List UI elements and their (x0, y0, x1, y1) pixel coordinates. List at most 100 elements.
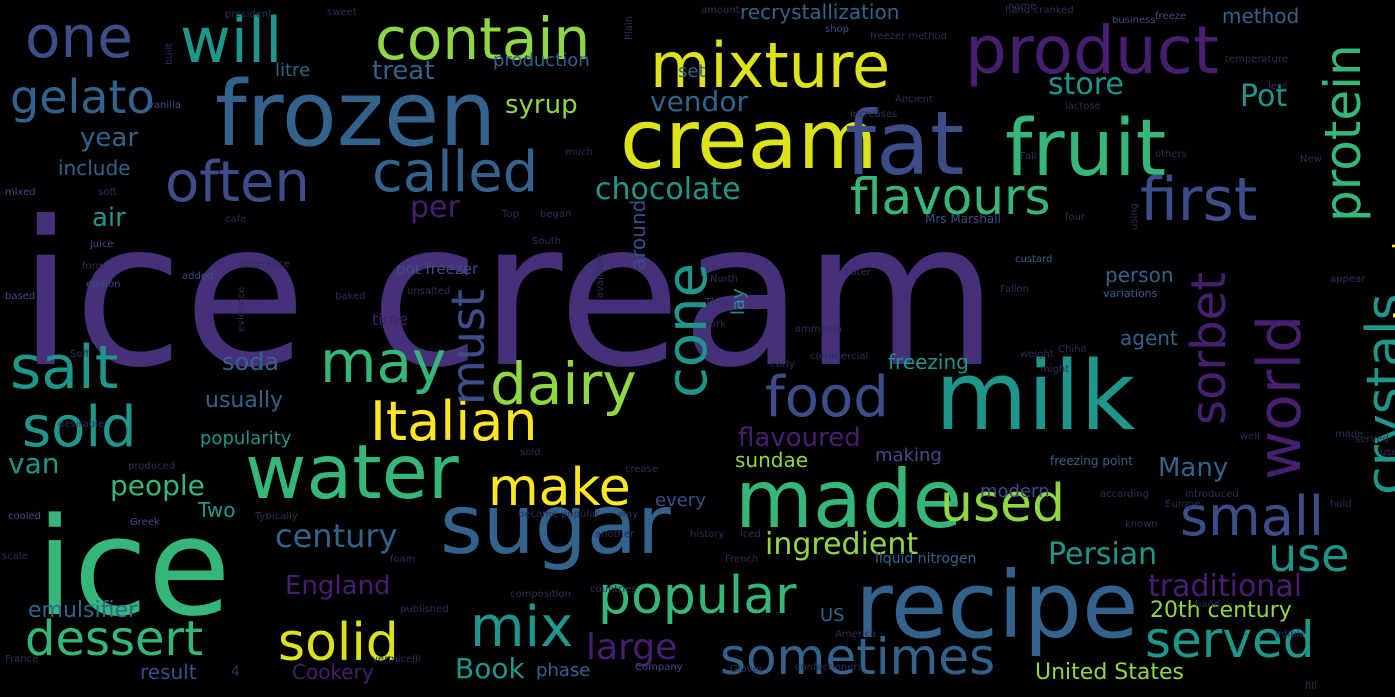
word-cafe: cafe (225, 214, 247, 225)
word-mix: mix (470, 595, 574, 660)
word-less: less (1268, 81, 1288, 92)
word-used: used (1380, 447, 1395, 458)
word-4: 4 (231, 664, 240, 680)
word-salt: salt (10, 333, 119, 403)
word-known: known (1125, 519, 1158, 530)
word-one: one (25, 3, 133, 71)
word-traditional: traditional (1148, 569, 1303, 604)
word-vendor: vendor (650, 85, 748, 118)
word-treat: treat (372, 56, 435, 86)
word-us: US (820, 605, 845, 626)
word-set: set (678, 61, 706, 82)
word-using: using (1129, 202, 1140, 230)
word-syrup: syrup (505, 90, 578, 120)
word-another: another (595, 529, 635, 540)
word-must: must (441, 289, 495, 405)
word-freezer-method: freezer method (870, 31, 948, 42)
word-water: water (245, 428, 459, 516)
word-cooled: cooled (8, 511, 42, 522)
word-typically: Typically (255, 511, 298, 522)
word-world: world (1245, 314, 1315, 480)
word-mixed: mixed (5, 187, 36, 198)
word-milk: milk (935, 342, 1136, 452)
word-popular: popular (598, 566, 797, 626)
word-person: person (1105, 263, 1174, 287)
word-mrs-marshall: Mrs Marshall (925, 212, 1001, 226)
word-much: much (565, 147, 593, 158)
word-united-states: United States (1035, 660, 1184, 685)
word-plain: Plain (624, 15, 635, 40)
word-based: based (5, 291, 36, 302)
word-two: Two (198, 498, 236, 522)
word-cookery: Cookery (292, 660, 374, 684)
word-litre: litre (275, 60, 311, 81)
word-foam: foam (390, 554, 416, 565)
word-persian: Persian (1048, 537, 1158, 572)
word-chocolate: chocolate (595, 172, 741, 207)
word-sugar: sugar (440, 478, 671, 573)
word-every: every (655, 490, 706, 511)
word-production: production (493, 50, 590, 71)
word-published: published (400, 604, 449, 615)
word-history: history (690, 529, 725, 540)
word-ice-cream: ice cream (18, 179, 999, 412)
word-flavours: flavours (850, 168, 1051, 226)
word-agent: agent (1120, 326, 1178, 350)
word-vanilla: vanilla (148, 100, 181, 111)
word-pot-freezer: pot freezer (396, 260, 479, 278)
word-sundae: sundae (735, 448, 809, 472)
word-freezing-point: freezing point (1050, 454, 1133, 468)
word-built: built (164, 42, 175, 65)
word-french: French (725, 554, 759, 565)
word-liquid-nitrogen: liquid nitrogen (875, 551, 977, 567)
word-phase: phase (536, 660, 591, 681)
word-amount: amount (701, 5, 740, 16)
word-well: well (1240, 431, 1260, 442)
word-century: century (275, 517, 398, 555)
word-protein: protein (1314, 44, 1372, 222)
word-many: Many (1158, 453, 1229, 483)
word-ingredient: ingredient (765, 527, 919, 562)
word-shop: shop (825, 24, 850, 35)
word-china: China (1058, 344, 1087, 355)
word-top: Top (502, 209, 519, 220)
word-cream: cream (620, 93, 878, 188)
word-made: made (735, 453, 962, 546)
word-called: called (372, 140, 539, 205)
word-name: name (1008, 1, 1037, 12)
word-will: will (180, 4, 283, 77)
word-popularity: popularity (200, 428, 292, 449)
word-emulsifier: emulsifier (28, 598, 138, 623)
word-produced: produced (128, 461, 176, 472)
word-president: president (225, 9, 273, 20)
word-fruit: fruit (1005, 104, 1167, 194)
word-make: make (488, 458, 631, 518)
word-soft: soft (98, 187, 117, 198)
word-york: York (705, 319, 726, 330)
word-freeze: freeze (1155, 11, 1187, 22)
word-edition: edition (86, 279, 121, 290)
word-store: store (1048, 67, 1124, 102)
word-used: used (940, 474, 1066, 534)
word-large: large (586, 627, 678, 668)
word-desirable: desirable (58, 419, 105, 430)
word-per: per (410, 190, 460, 225)
word-made: made (1335, 429, 1364, 440)
word-frozen: frozen (215, 62, 497, 167)
word-temperature: temperature (1225, 54, 1288, 65)
word-pot: Pot (1240, 79, 1288, 114)
word-food: food (765, 365, 889, 430)
word-often: often (165, 150, 310, 215)
word-unsalted: unsalted (407, 286, 451, 297)
word-hold: hold (1330, 499, 1352, 510)
word-sold: sold (520, 447, 541, 458)
word-four: four (1065, 212, 1086, 223)
word-soft: Soft (70, 349, 90, 360)
word-result: result (140, 660, 197, 684)
word-include: include (58, 156, 131, 180)
word-hand-cranked: hand-cranked (1005, 5, 1074, 16)
word-crease: crease (625, 464, 659, 475)
word-later: Later (845, 267, 871, 278)
word-greek: Greek (130, 517, 160, 528)
word-france: France (5, 654, 39, 665)
